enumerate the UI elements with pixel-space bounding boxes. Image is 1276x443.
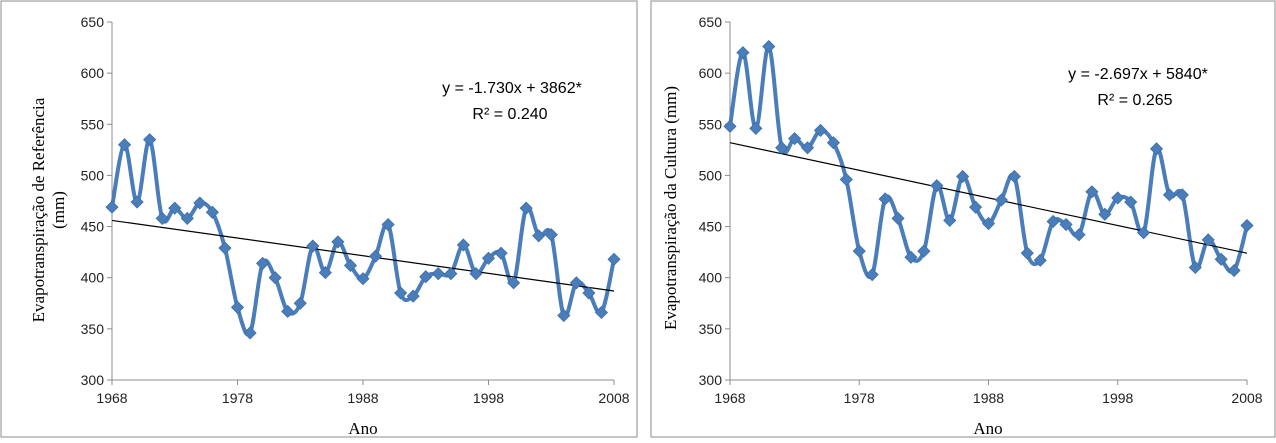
data-point-marker <box>269 272 281 284</box>
x-tick-label: 1998 <box>1102 390 1133 406</box>
x-tick-label: 1998 <box>473 390 504 406</box>
y-axis-title: Evapotranspiração da Cultura (mm) <box>661 86 680 330</box>
trend-equation: y = -1.730x + 3862* <box>442 80 582 97</box>
data-point-marker <box>570 277 582 289</box>
data-point-marker <box>294 297 306 309</box>
data-point-marker <box>608 253 620 265</box>
data-point-marker <box>892 212 904 224</box>
trend-r-squared: R² = 0.265 <box>1097 92 1172 109</box>
data-point-marker <box>1163 189 1175 201</box>
y-tick-label: 450 <box>699 219 723 235</box>
data-point-marker <box>750 122 762 134</box>
chart-crop-et: 300 350 400 450 500 550 600 650 1968 1978 1988 1998… <box>650 0 1276 438</box>
chart-panel-reference-et: 300 350 400 450 500 550 600 650 1968 1978 1988 1998… <box>0 0 638 438</box>
data-point-marker <box>840 174 852 186</box>
data-point-marker <box>106 201 118 213</box>
data-point-marker <box>866 269 878 281</box>
data-point-marker <box>1228 265 1240 277</box>
y-tick-label: 400 <box>699 270 723 286</box>
data-point-marker <box>370 250 382 262</box>
x-axis-title: Ano <box>973 419 1002 438</box>
y-tick-label: 650 <box>81 14 105 30</box>
y-tick-label: 550 <box>81 116 105 132</box>
x-axis-title: Ano <box>348 419 377 438</box>
y-tick-label: 500 <box>699 167 723 183</box>
y-axis-title-line-1: Evapotranspiração de Referência <box>29 97 48 322</box>
y-tick-label: 650 <box>699 14 723 30</box>
y-tick-label: 600 <box>81 65 105 81</box>
x-tick-label: 2008 <box>1231 390 1262 406</box>
data-point-marker <box>879 193 891 205</box>
x-tick-label: 1978 <box>222 390 253 406</box>
data-point-marker <box>724 120 736 132</box>
y-tick-label: 600 <box>699 65 723 81</box>
data-point-marker <box>219 242 231 254</box>
data-point-marker <box>1021 247 1033 259</box>
x-tick-label: 1968 <box>714 390 745 406</box>
y-tick-label: 400 <box>81 270 105 286</box>
data-point-marker <box>432 268 444 280</box>
y-tick-label: 350 <box>81 321 105 337</box>
y-axis-title-line-2: (mm) <box>49 191 68 229</box>
chart-reference-et: 300 350 400 450 500 550 600 650 1968 1978 1988 1998… <box>0 0 638 438</box>
chart-panel-crop-et: 300 350 400 450 500 550 600 650 1968 1978 1988 1998… <box>650 0 1276 438</box>
x-tick-label: 1968 <box>96 390 127 406</box>
y-tick-label: 350 <box>699 321 723 337</box>
data-point-marker <box>1073 229 1085 241</box>
x-tick-label: 2008 <box>598 390 629 406</box>
trend-r-squared: R² = 0.240 <box>472 106 547 123</box>
data-point-marker <box>495 247 507 259</box>
data-point-marker <box>1241 220 1253 232</box>
data-point-marker <box>853 245 865 257</box>
y-tick-label: 450 <box>81 219 105 235</box>
y-tick-label: 300 <box>81 372 105 388</box>
x-tick-label: 1978 <box>844 390 875 406</box>
y-tick-label: 550 <box>699 116 723 132</box>
x-tick-label: 1988 <box>347 390 378 406</box>
y-tick-label: 300 <box>699 372 723 388</box>
data-point-marker <box>232 301 244 313</box>
data-point-marker <box>918 245 930 257</box>
trend-equation: y = -2.697x + 5840* <box>1068 66 1208 83</box>
data-point-marker <box>763 41 775 53</box>
y-tick-label: 500 <box>81 167 105 183</box>
x-tick-label: 1988 <box>973 390 1004 406</box>
